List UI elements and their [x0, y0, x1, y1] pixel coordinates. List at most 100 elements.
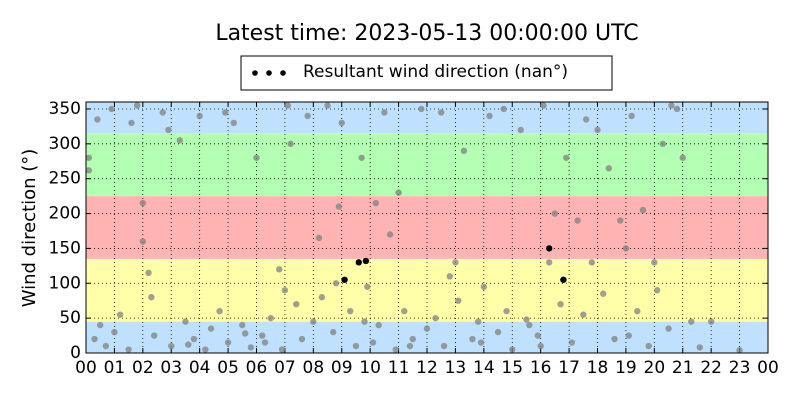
data-point — [665, 325, 672, 332]
y-tick-label: 0 — [70, 343, 81, 363]
data-point — [551, 210, 559, 217]
data-point — [540, 102, 547, 109]
data-point — [125, 346, 132, 353]
data-point — [418, 105, 425, 113]
data-point — [94, 116, 101, 123]
data-point — [486, 112, 493, 120]
data-point — [276, 266, 283, 273]
data-point — [335, 203, 343, 210]
x-tick-label: 08 — [303, 358, 325, 378]
y-tick-label: 100 — [49, 273, 81, 293]
data-point — [355, 259, 362, 266]
data-point — [116, 311, 124, 318]
data-point — [315, 234, 323, 242]
data-point — [207, 325, 215, 332]
data-point — [406, 342, 414, 350]
data-point — [176, 137, 183, 144]
data-point — [97, 321, 104, 329]
x-tick-label: 01 — [104, 358, 126, 378]
data-point — [361, 318, 368, 325]
data-point — [216, 307, 223, 315]
data-point — [432, 314, 439, 322]
data-point — [347, 307, 354, 315]
data-point — [151, 332, 158, 339]
data-point — [293, 300, 300, 308]
data-point — [139, 238, 147, 245]
data-point — [133, 102, 141, 109]
x-tick-label: 13 — [445, 358, 467, 378]
data-point — [423, 325, 431, 332]
x-tick-label: 19 — [615, 358, 637, 378]
data-point — [330, 328, 337, 336]
data-point — [304, 112, 311, 120]
data-point — [580, 311, 587, 318]
legend-label: Resultant wind direction (nan°) — [303, 62, 568, 82]
y-label-group: Wind direction (°) — [19, 149, 40, 308]
y-tick-label: 200 — [49, 204, 81, 224]
x-tick-label: 16 — [530, 358, 552, 378]
data-point — [500, 105, 507, 113]
data-point — [364, 283, 371, 290]
x-tick-label: 12 — [416, 358, 438, 378]
data-point — [372, 199, 380, 207]
x-tick-label: 10 — [359, 358, 381, 378]
data-point — [91, 335, 98, 343]
data-point — [278, 346, 286, 353]
data-point — [196, 112, 203, 120]
data-point — [241, 330, 249, 337]
data-point — [560, 276, 567, 283]
data-point — [477, 339, 485, 346]
data-point — [440, 342, 448, 350]
data-point — [298, 335, 306, 343]
data-point — [736, 347, 743, 354]
data-point — [673, 105, 681, 113]
data-point — [409, 335, 416, 343]
data-point — [102, 342, 110, 350]
data-point — [659, 140, 667, 148]
data-point — [168, 342, 175, 350]
data-point — [509, 346, 516, 353]
data-point — [381, 109, 388, 116]
data-point — [324, 102, 331, 109]
data-point — [108, 105, 115, 113]
data-point — [369, 339, 377, 346]
data-point — [594, 126, 601, 134]
data-point — [574, 217, 581, 224]
x-tick-label: 09 — [331, 358, 353, 378]
data-point — [588, 259, 596, 266]
data-point — [362, 257, 370, 265]
y-axis-label: Wind direction (°) — [19, 149, 40, 308]
data-point — [165, 126, 172, 134]
data-point — [625, 332, 632, 339]
data-point — [563, 154, 570, 161]
x-tick-label: 05 — [217, 358, 239, 378]
data-point — [139, 199, 147, 207]
x-tick-label: 17 — [558, 358, 580, 378]
data-point — [281, 287, 289, 294]
data-point — [517, 126, 524, 134]
data-point — [310, 318, 317, 325]
x-tick-label: 02 — [132, 358, 154, 378]
data-point — [460, 147, 468, 155]
legend-marker — [266, 70, 272, 76]
data-point — [537, 342, 544, 350]
data-point — [455, 297, 462, 304]
data-point — [85, 167, 93, 174]
data-point — [395, 189, 402, 196]
legend-marker — [280, 70, 286, 76]
data-point — [332, 280, 340, 287]
data-point — [639, 206, 647, 214]
data-point — [190, 335, 198, 343]
data-point — [605, 165, 613, 172]
data-point — [401, 307, 408, 315]
y-tick-label: 250 — [49, 169, 81, 189]
x-tick-label: 20 — [644, 358, 666, 378]
x-tick-label: 14 — [473, 358, 495, 378]
data-point — [494, 328, 502, 336]
data-point — [582, 116, 590, 123]
x-tick-label: 00 — [75, 358, 97, 378]
data-point — [523, 316, 530, 323]
data-point — [185, 341, 192, 348]
x-tick-label: 22 — [700, 358, 722, 378]
